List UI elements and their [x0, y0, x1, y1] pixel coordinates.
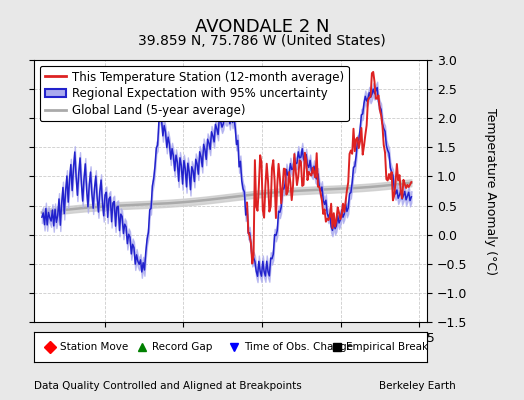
- Legend: This Temperature Station (12-month average), Regional Expectation with 95% uncer: This Temperature Station (12-month avera…: [40, 66, 348, 122]
- Text: Empirical Break: Empirical Break: [346, 342, 429, 352]
- Text: Station Move: Station Move: [60, 342, 128, 352]
- Text: 39.859 N, 75.786 W (United States): 39.859 N, 75.786 W (United States): [138, 34, 386, 48]
- Text: Record Gap: Record Gap: [152, 342, 212, 352]
- Text: Data Quality Controlled and Aligned at Breakpoints: Data Quality Controlled and Aligned at B…: [34, 381, 302, 391]
- Text: AVONDALE 2 N: AVONDALE 2 N: [195, 18, 329, 36]
- Text: Berkeley Earth: Berkeley Earth: [379, 381, 456, 391]
- Text: Time of Obs. Change: Time of Obs. Change: [244, 342, 353, 352]
- Y-axis label: Temperature Anomaly (°C): Temperature Anomaly (°C): [484, 108, 497, 274]
